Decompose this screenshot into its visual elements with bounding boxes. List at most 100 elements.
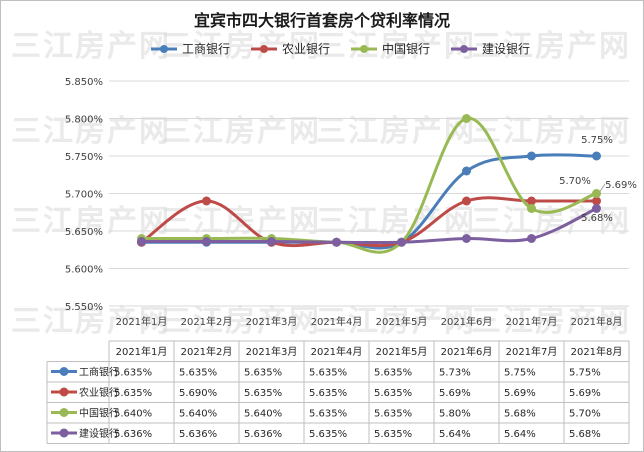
y-tick-label: 5.700%	[65, 190, 103, 201]
series-point	[332, 237, 341, 247]
watermark-text: 三江房产网	[161, 304, 321, 339]
table-cell: 5.635%	[374, 388, 412, 399]
table-legend-marker	[59, 428, 69, 438]
table-row-label: 工商银行	[79, 366, 119, 379]
y-tick-label: 5.750%	[65, 152, 103, 163]
table-cell: 5.635%	[374, 429, 412, 440]
table-cell: 5.635%	[179, 368, 217, 379]
series-line	[141, 207, 598, 245]
series-point	[592, 189, 601, 198]
data-label: 5.75%	[581, 135, 613, 146]
table-cell: 5.64%	[439, 429, 471, 440]
legend-swatch-marker	[460, 45, 468, 53]
chart-title: 宜宾市四大银行首套房个贷利率情况	[194, 11, 450, 30]
data-label: 5.70%	[559, 176, 591, 187]
legend-swatch-marker	[360, 45, 368, 53]
series-point	[592, 196, 601, 206]
table-cell: 5.73%	[439, 368, 471, 379]
table-header-cell: 2021年4月	[311, 345, 363, 358]
watermark-text: 三江房产网	[471, 29, 631, 64]
series-point	[592, 151, 601, 161]
x-tick-label: 2021年3月	[246, 315, 298, 328]
table-cell: 5.70%	[569, 409, 601, 420]
table-header-cell: 2021年1月	[116, 345, 168, 358]
table-row-label: 建设银行	[79, 427, 119, 440]
table-cell: 5.635%	[374, 409, 412, 420]
table-row-label: 农业银行	[79, 386, 119, 399]
table-cell: 5.68%	[569, 429, 601, 440]
x-tick-label: 2021年7月	[506, 315, 558, 328]
series-line	[141, 116, 597, 254]
table-cell: 5.690%	[179, 388, 217, 399]
table-cell: 5.75%	[504, 368, 536, 379]
y-tick-label: 5.800%	[65, 115, 103, 126]
watermark-text: 三江房产网	[11, 29, 171, 64]
table-cell: 5.636%	[114, 429, 152, 440]
table-cell: 5.636%	[244, 429, 282, 440]
x-tick-label: 2021年6月	[441, 315, 493, 328]
legend-item-label: 中国银行	[382, 41, 430, 56]
y-tick-label: 5.850%	[65, 77, 103, 88]
table-cell: 5.80%	[439, 409, 471, 420]
series-point	[202, 237, 211, 246]
series-point	[202, 196, 211, 206]
table-cell: 5.640%	[179, 409, 217, 420]
table-cell: 5.64%	[504, 429, 536, 440]
table-cell: 5.635%	[309, 368, 347, 379]
table-cell: 5.636%	[179, 429, 217, 440]
series-point	[462, 166, 471, 176]
series-point	[527, 234, 536, 243]
table-cell: 5.75%	[569, 368, 601, 379]
series-point	[462, 114, 471, 123]
watermark-text: 三江房产网	[471, 304, 631, 339]
table-header-cell: 2021年3月	[246, 345, 298, 358]
table-cell: 5.635%	[244, 368, 282, 379]
table-header-cell: 2021年6月	[441, 345, 493, 358]
table-legend-marker	[59, 408, 69, 417]
table-cell: 5.635%	[309, 409, 347, 420]
series-point	[527, 196, 536, 206]
series-point	[462, 196, 471, 206]
watermark-text: 三江房产网	[471, 114, 631, 149]
y-tick-label: 5.650%	[65, 227, 103, 238]
table-cell: 5.635%	[309, 388, 347, 399]
table-cell: 5.69%	[504, 388, 536, 399]
legend-item-label: 农业银行	[282, 42, 330, 56]
series-point	[267, 237, 276, 246]
table-cell: 5.635%	[309, 429, 347, 440]
table-cell: 5.635%	[114, 388, 152, 399]
watermark-text: 三江房产网	[11, 204, 171, 239]
table-cell: 5.69%	[439, 388, 471, 399]
table-cell: 5.68%	[504, 409, 536, 420]
data-label: 5.69%	[605, 180, 637, 191]
table-legend-marker	[59, 387, 69, 397]
series-point	[527, 204, 536, 213]
x-tick-label: 2021年1月	[116, 315, 168, 328]
data-label-leader	[598, 183, 606, 194]
table-row-label: 中国银行	[79, 407, 119, 420]
table-legend-marker	[59, 367, 69, 376]
table-cell: 5.69%	[569, 388, 601, 399]
table-cell: 5.635%	[244, 388, 282, 399]
table-cell: 5.640%	[244, 409, 282, 420]
y-tick-label: 5.600%	[65, 265, 103, 276]
x-tick-label: 2021年4月	[311, 315, 363, 328]
watermark-text: 三江房产网	[316, 29, 476, 64]
legend-swatch-marker	[260, 45, 268, 53]
y-tick-label: 5.550%	[65, 302, 103, 313]
table-header-cell: 2021年2月	[181, 345, 233, 358]
series-point	[137, 237, 146, 246]
x-tick-label: 2021年5月	[376, 315, 428, 328]
legend-swatch-marker	[160, 45, 168, 53]
table-cell: 5.635%	[374, 368, 412, 379]
watermark-text: 三江房产网	[11, 114, 171, 149]
data-label: 5.68%	[581, 213, 613, 224]
table-cell: 5.640%	[114, 409, 152, 420]
table-header-cell: 2021年7月	[506, 345, 558, 358]
series-point	[397, 237, 406, 247]
series-point	[462, 234, 471, 243]
series-point	[527, 151, 536, 161]
table-cell: 5.635%	[114, 368, 152, 379]
